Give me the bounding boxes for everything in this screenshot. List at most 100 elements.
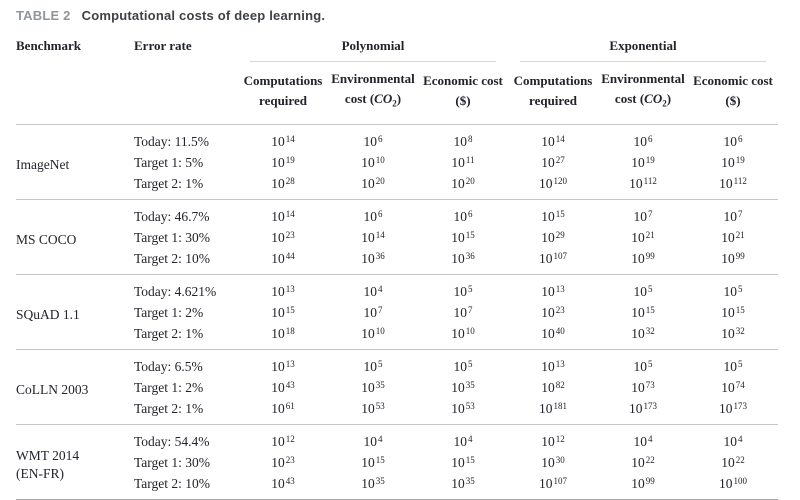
poly-environmental-cost-value: 105 xyxy=(363,358,383,374)
error-rate-cell: Target 1: 2% xyxy=(134,304,204,320)
benchmark-group: SQuAD 1.1 Today: 4.621% 1013 104 105 1013 105 1… xyxy=(16,274,778,349)
exp-economic-cost-value: 104 xyxy=(723,433,743,449)
table-row: Target 2: 1% 1028 1020 1020 10120 10112 10112 xyxy=(16,173,778,200)
exp-environmental-cost-value: 1032 xyxy=(631,325,655,341)
exp-computations-required-value: 10107 xyxy=(539,475,567,491)
error-rate-cell: Target 2: 1% xyxy=(134,325,204,341)
benchmark-name: CoLLN 2003 xyxy=(16,381,89,397)
poly-environmental-cost-value: 1010 xyxy=(361,154,385,170)
benchmark-name: ImageNet xyxy=(16,156,70,172)
poly-environmental-cost-value: 106 xyxy=(363,133,383,149)
header-exp-computations-required: Computations required xyxy=(513,73,593,109)
exp-computations-required-value: 1082 xyxy=(541,379,565,395)
exp-environmental-cost-value: 104 xyxy=(633,433,653,449)
poly-computations-required-value: 1015 xyxy=(271,304,295,320)
poly-environmental-cost-value: 1014 xyxy=(361,229,385,245)
error-rate-cell: Today: 4.621% xyxy=(134,283,217,299)
error-rate-cell: Target 1: 30% xyxy=(134,454,211,470)
exp-computations-required-value: 1012 xyxy=(541,433,565,449)
exp-computations-required-value: 1014 xyxy=(541,133,565,149)
exp-economic-cost-value: 10100 xyxy=(719,475,747,491)
exp-environmental-cost-value: 105 xyxy=(633,358,653,374)
error-rate-cell: Target 2: 10% xyxy=(134,250,211,266)
poly-economic-cost-value: 1020 xyxy=(451,175,475,191)
poly-economic-cost-value: 105 xyxy=(453,358,473,374)
poly-computations-required-value: 1028 xyxy=(271,175,295,191)
exp-computations-required-value: 1023 xyxy=(541,304,565,320)
poly-environmental-cost-value: 1015 xyxy=(361,454,385,470)
poly-computations-required-value: 1014 xyxy=(271,208,295,224)
table-row: Target 2: 1% 1018 1010 1010 1040 1032 1032 xyxy=(16,323,778,350)
exp-economic-cost-value: 107 xyxy=(723,208,743,224)
exp-environmental-cost-value: 1099 xyxy=(631,475,655,491)
exp-computations-required-value: 1013 xyxy=(541,283,565,299)
error-rate-cell: Today: 11.5% xyxy=(134,133,210,149)
exp-computations-required-value: 1013 xyxy=(541,358,565,374)
benchmark-name: WMT 2014 (EN-FR) xyxy=(16,447,80,481)
exp-economic-cost-value: 105 xyxy=(723,358,743,374)
poly-computations-required-value: 1061 xyxy=(271,400,295,416)
table-row: SQuAD 1.1 Today: 4.621% 1013 104 105 1013 105 1… xyxy=(16,274,778,322)
header-row-subcolumns: Computations required Environmental cost (C… xyxy=(16,62,778,124)
poly-environmental-cost-value: 104 xyxy=(363,433,383,449)
error-rate-cell: Today: 54.4% xyxy=(134,433,210,449)
header-benchmark: Benchmark xyxy=(16,38,81,53)
error-rate-cell: Target 2: 1% xyxy=(134,400,204,416)
poly-environmental-cost-value: 107 xyxy=(363,304,383,320)
header-group-polynomial-label: Polynomial xyxy=(250,38,496,62)
error-rate-cell: Target 1: 30% xyxy=(134,229,211,245)
exp-computations-required-value: 1029 xyxy=(541,229,565,245)
exp-computations-required-value: 1040 xyxy=(541,325,565,341)
exp-economic-cost-value: 1015 xyxy=(721,304,745,320)
table-caption-text: Computational costs of deep learning. xyxy=(81,8,326,23)
error-rate-cell: Target 1: 5% xyxy=(134,154,204,170)
benchmark-name: MS COCO xyxy=(16,231,77,247)
poly-environmental-cost-value: 1010 xyxy=(361,325,385,341)
exp-economic-cost-value: 1019 xyxy=(721,154,745,170)
poly-economic-cost-value: 106 xyxy=(453,208,473,224)
exp-computations-required-value: 10107 xyxy=(539,250,567,266)
exp-environmental-cost-value: 1019 xyxy=(631,154,655,170)
poly-computations-required-value: 1043 xyxy=(271,475,295,491)
poly-economic-cost-value: 1015 xyxy=(451,454,475,470)
poly-environmental-cost-value: 106 xyxy=(363,208,383,224)
table-row: Target 1: 30% 1023 1015 1015 1030 1022 1022 xyxy=(16,452,778,473)
poly-economic-cost-value: 1053 xyxy=(451,400,475,416)
exp-computations-required-value: 1030 xyxy=(541,454,565,470)
poly-economic-cost-value: 1035 xyxy=(451,475,475,491)
header-group-exponential-label: Exponential xyxy=(520,38,766,62)
poly-economic-cost-value: 104 xyxy=(453,433,473,449)
poly-environmental-cost-value: 1020 xyxy=(361,175,385,191)
exp-environmental-cost-value: 1099 xyxy=(631,250,655,266)
poly-environmental-cost-value: 1053 xyxy=(361,400,385,416)
exp-economic-cost-value: 1021 xyxy=(721,229,745,245)
header-group-polynomial: Polynomial xyxy=(238,36,508,62)
poly-environmental-cost-value: 104 xyxy=(363,283,383,299)
poly-computations-required-value: 1023 xyxy=(271,229,295,245)
header-poly-economic-cost: Economic cost ($) xyxy=(423,73,503,109)
table-caption: TABLE 2 Computational costs of deep learn… xyxy=(16,8,778,23)
exp-economic-cost-value: 105 xyxy=(723,283,743,299)
exp-economic-cost-value: 1032 xyxy=(721,325,745,341)
table-row: MS COCO Today: 46.7% 1014 106 106 1015 107 107 xyxy=(16,199,778,247)
table-row: Target 1: 30% 1023 1014 1015 1029 1021 1021 xyxy=(16,227,778,248)
exp-environmental-cost-value: 10112 xyxy=(629,175,657,191)
poly-economic-cost-value: 1010 xyxy=(451,325,475,341)
poly-computations-required-value: 1014 xyxy=(271,133,295,149)
exp-economic-cost-value: 1099 xyxy=(721,250,745,266)
poly-environmental-cost-value: 1035 xyxy=(361,379,385,395)
exp-environmental-cost-value: 107 xyxy=(633,208,653,224)
exp-computations-required-value: 10120 xyxy=(539,175,567,191)
poly-computations-required-value: 1023 xyxy=(271,454,295,470)
exp-environmental-cost-value: 1021 xyxy=(631,229,655,245)
header-row-groups: Benchmark Error rate Polynomial Exponent… xyxy=(16,36,778,62)
table-row: Target 1: 2% 1043 1035 1035 1082 1073 1074 xyxy=(16,377,778,398)
poly-computations-required-value: 1044 xyxy=(271,250,295,266)
table-row: CoLLN 2003 Today: 6.5% 1013 105 105 1013 105 10… xyxy=(16,349,778,397)
header-poly-environmental-cost: Environmental cost (CO2) xyxy=(331,71,415,109)
exp-economic-cost-value: 106 xyxy=(723,133,743,149)
benchmark-group: ImageNet Today: 11.5% 1014 106 108 1014 106 106… xyxy=(16,124,778,199)
exp-economic-cost-value: 1074 xyxy=(721,379,745,395)
exp-economic-cost-value: 10112 xyxy=(719,175,747,191)
